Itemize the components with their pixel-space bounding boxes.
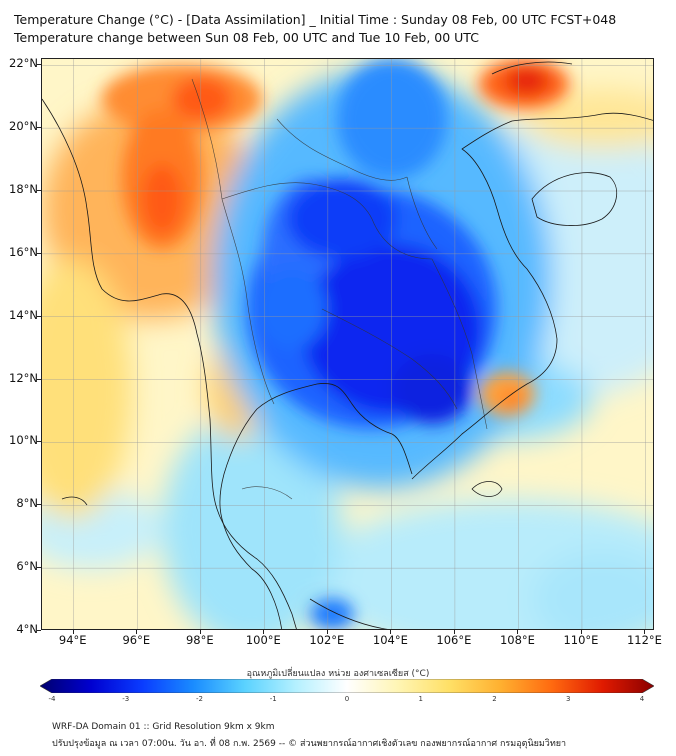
latitude-tick-label: 12°N [9, 370, 38, 385]
longitude-tick-label: 96°E [122, 633, 151, 647]
latitude-tick-label: 4°N [16, 622, 38, 636]
latitude-tick-label: 14°N [9, 307, 38, 322]
longitude-tick-label: 108°E [499, 633, 535, 647]
latitude-tick [37, 64, 41, 66]
longitude-tick-label: 112°E [626, 633, 662, 647]
colorbar-tick-label: 3 [566, 695, 571, 703]
latitude-tick [37, 441, 41, 443]
latitude-tick-label: 18°N [9, 182, 38, 196]
latitude-tick-label: 22°N [9, 56, 38, 71]
longitude-tick [453, 630, 455, 634]
latitude-tick [37, 630, 41, 631]
footer-credit: ปรับปรุงข้อมูล ณ เวลา 07:00น. วัน อา. ที… [52, 739, 567, 749]
footer-model-info: WRF-DA Domain 01 :: Grid Resolution 9km … [52, 722, 275, 732]
colorbar-tick-label: -4 [48, 695, 56, 703]
colorbar [40, 679, 654, 693]
chart-subtitle: Temperature change between Sun 08 Feb, 0… [14, 30, 479, 45]
longitude-tick [136, 630, 138, 634]
longitude-tick-label: 104°E [372, 633, 408, 647]
country-borders [191, 78, 488, 500]
longitude-tick [72, 630, 74, 634]
longitude-tick [263, 630, 265, 634]
latitude-tick [37, 315, 41, 317]
colorbar-tick-label: 1 [418, 695, 423, 703]
longitude-tick [199, 630, 201, 634]
colorbar-tick-label: -1 [269, 695, 277, 703]
longitude-tick-label: 94°E [58, 633, 87, 647]
graticule [42, 59, 653, 629]
longitude-tick-label: 102°E [309, 633, 345, 647]
longitude-tick [644, 630, 646, 634]
longitude-tick-label: 106°E [436, 633, 472, 647]
temperature-change-map [41, 58, 654, 630]
chart-title: Temperature Change (°C) - [Data Assimila… [14, 12, 617, 27]
longitude-tick-label: 110°E [563, 633, 599, 647]
colorbar-tick-label: 4 [639, 695, 645, 703]
latitude-tick-label: 16°N [9, 244, 38, 259]
longitude-tick [517, 630, 519, 634]
longitude-tick [390, 630, 392, 634]
longitude-tick [326, 630, 328, 634]
latitude-tick [37, 567, 41, 569]
longitude-tick-label: 98°E [185, 633, 214, 647]
latitude-tick [37, 190, 41, 191]
latitude-tick-label: 6°N [16, 559, 38, 574]
temperature-field [42, 59, 653, 629]
colorbar-tick-label: 0 [344, 695, 350, 703]
coastlines [42, 61, 653, 629]
colorbar-tick-label: -2 [196, 695, 203, 703]
latitude-tick-label: 10°N [9, 433, 38, 448]
map-canvas [42, 59, 653, 629]
latitude-tick-label: 8°N [16, 496, 38, 511]
longitude-tick [580, 630, 582, 634]
latitude-tick [37, 127, 41, 129]
latitude-tick [37, 378, 41, 380]
latitude-tick [37, 252, 41, 254]
colorbar-tick-label: -3 [122, 695, 130, 703]
colorbar-title: อุณหภูมิเปลี่ยนแปลง หน่วย องศาเซลเซียส (… [246, 669, 430, 679]
latitude-tick [37, 504, 41, 506]
colorbar-tick-label: 2 [492, 695, 497, 703]
longitude-tick-label: 100°E [245, 633, 281, 647]
latitude-tick-label: 20°N [9, 119, 38, 134]
